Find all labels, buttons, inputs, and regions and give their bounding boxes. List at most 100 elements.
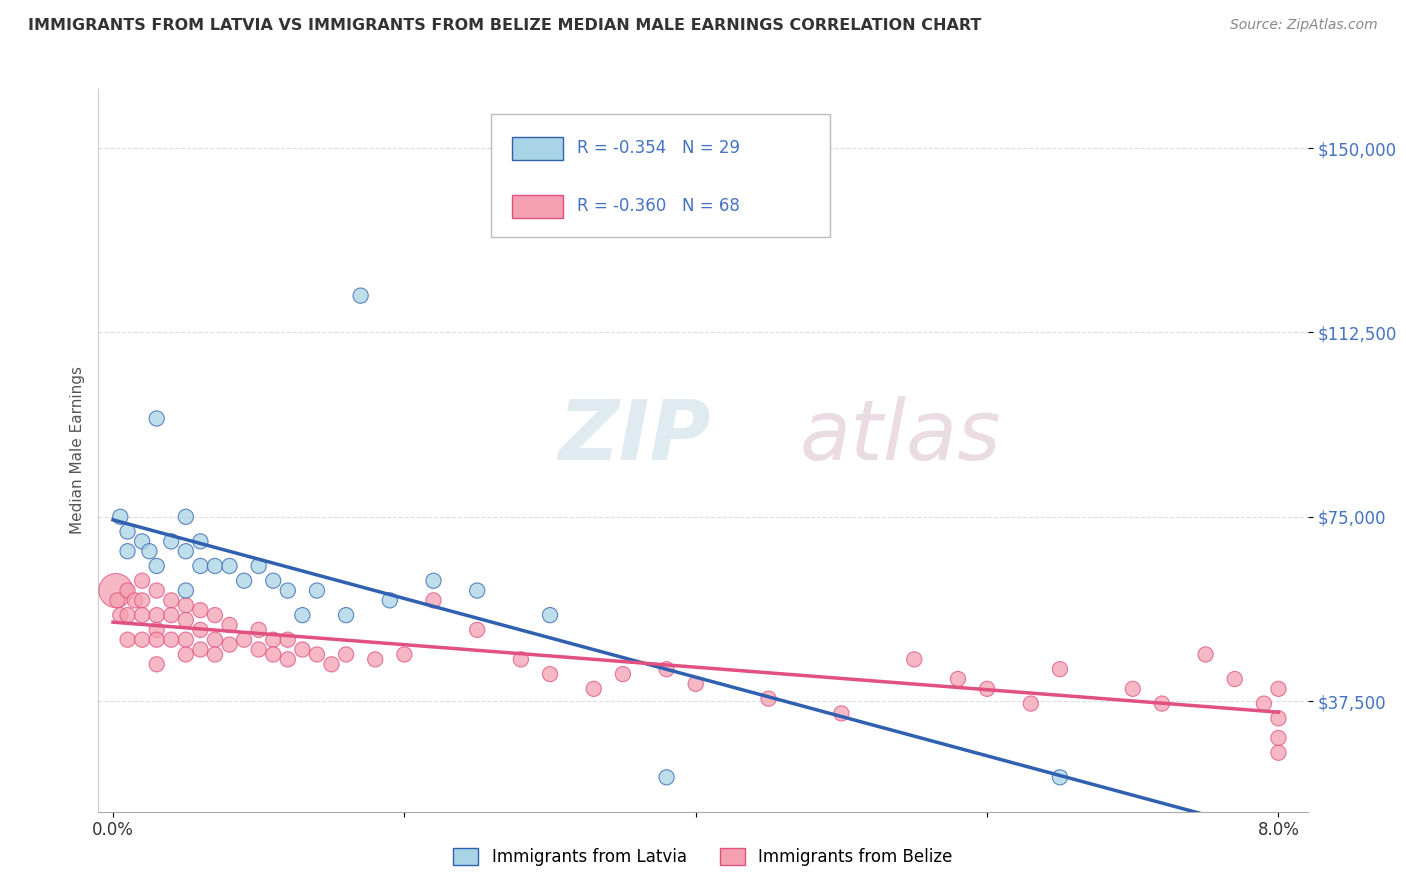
Point <box>976 681 998 696</box>
Text: Source: ZipAtlas.com: Source: ZipAtlas.com <box>1230 18 1378 32</box>
Point <box>117 632 139 647</box>
Point <box>1194 648 1216 662</box>
Text: IMMIGRANTS FROM LATVIA VS IMMIGRANTS FROM BELIZE MEDIAN MALE EARNINGS CORRELATIO: IMMIGRANTS FROM LATVIA VS IMMIGRANTS FRO… <box>28 18 981 33</box>
Point <box>277 632 299 647</box>
Point <box>145 657 167 672</box>
Point <box>174 632 197 647</box>
Point <box>277 652 299 666</box>
Point <box>262 574 284 588</box>
Point <box>830 706 852 721</box>
Point <box>190 623 212 637</box>
Point <box>335 608 357 623</box>
Point <box>1019 697 1042 711</box>
FancyBboxPatch shape <box>512 194 562 218</box>
Point <box>190 534 212 549</box>
Point <box>364 652 387 666</box>
Point <box>145 608 167 623</box>
Point <box>204 632 226 647</box>
Point <box>204 648 226 662</box>
Point <box>1122 681 1144 696</box>
Point <box>1049 770 1071 784</box>
Point <box>903 652 925 666</box>
Point <box>218 618 240 632</box>
Point <box>305 583 328 598</box>
Point <box>145 558 167 573</box>
Point <box>131 574 153 588</box>
Legend: Immigrants from Latvia, Immigrants from Belize: Immigrants from Latvia, Immigrants from … <box>444 840 962 875</box>
Text: atlas: atlas <box>800 395 1001 476</box>
Point <box>117 524 139 539</box>
Point <box>465 583 488 598</box>
Point <box>131 593 153 607</box>
Point <box>218 558 240 573</box>
Point <box>758 691 780 706</box>
Point <box>160 632 183 647</box>
Point <box>247 642 270 657</box>
Point <box>190 642 212 657</box>
Point <box>582 681 605 696</box>
Point <box>655 662 678 676</box>
Point <box>262 632 284 647</box>
Point <box>145 623 167 637</box>
Point <box>1267 746 1289 760</box>
Point <box>160 534 183 549</box>
Point <box>685 677 707 691</box>
Point <box>291 642 314 657</box>
Point <box>160 608 183 623</box>
Point <box>110 608 132 623</box>
Point <box>277 583 299 598</box>
Text: ZIP: ZIP <box>558 395 710 476</box>
Point <box>117 608 139 623</box>
Point <box>335 648 357 662</box>
Point <box>131 608 153 623</box>
Point <box>1267 681 1289 696</box>
Point <box>538 608 561 623</box>
Point <box>218 638 240 652</box>
Point <box>117 544 139 558</box>
Point <box>538 667 561 681</box>
Point <box>321 657 343 672</box>
Point <box>174 613 197 627</box>
FancyBboxPatch shape <box>512 136 562 160</box>
Point <box>174 583 197 598</box>
Point <box>131 632 153 647</box>
Point <box>422 593 444 607</box>
Point <box>190 558 212 573</box>
Point <box>422 574 444 588</box>
Point <box>174 648 197 662</box>
Point <box>378 593 401 607</box>
Point <box>305 648 328 662</box>
Point <box>174 544 197 558</box>
Point <box>145 411 167 425</box>
Point <box>190 603 212 617</box>
Point <box>124 593 146 607</box>
Point <box>1267 731 1289 745</box>
Point <box>110 509 132 524</box>
Point <box>1150 697 1173 711</box>
Point <box>104 583 127 598</box>
Point <box>105 593 128 607</box>
Point <box>350 288 373 302</box>
Text: R = -0.354   N = 29: R = -0.354 N = 29 <box>578 139 740 158</box>
Point <box>233 574 256 588</box>
Point <box>117 583 139 598</box>
Point <box>1049 662 1071 676</box>
Point <box>262 648 284 662</box>
Point <box>394 648 416 662</box>
Point <box>204 558 226 573</box>
Point <box>1223 672 1246 686</box>
Point <box>655 770 678 784</box>
Point <box>131 534 153 549</box>
Point <box>160 593 183 607</box>
Point <box>145 583 167 598</box>
Point <box>946 672 969 686</box>
Point <box>291 608 314 623</box>
Point <box>509 652 531 666</box>
Point <box>612 667 634 681</box>
Point <box>247 623 270 637</box>
Point <box>174 509 197 524</box>
Point <box>1267 711 1289 725</box>
Point <box>138 544 160 558</box>
Y-axis label: Median Male Earnings: Median Male Earnings <box>69 367 84 534</box>
Point <box>145 632 167 647</box>
